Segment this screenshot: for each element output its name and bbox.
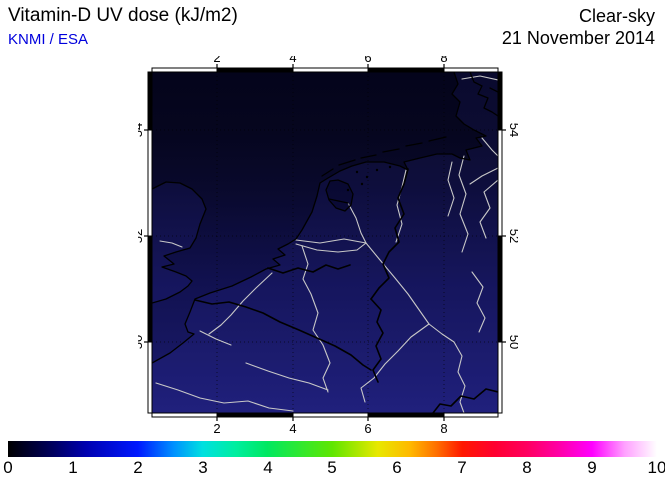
islet-specks bbox=[346, 165, 392, 192]
colorbar-tick-label: 5 bbox=[327, 458, 337, 477]
map-area: 2 4 6 8 2 4 6 8 54 52 50 54 52 50 bbox=[138, 56, 518, 436]
right-tick-label: 50 bbox=[507, 335, 518, 349]
uv-dose-map: 2 4 6 8 2 4 6 8 54 52 50 54 52 50 bbox=[138, 56, 518, 436]
map-frame bbox=[147, 67, 503, 418]
bottom-tick-label: 4 bbox=[289, 421, 296, 436]
right-tick-label: 54 bbox=[507, 123, 518, 137]
colorbar-tick-label: 2 bbox=[133, 458, 143, 477]
colorbar-tick-label: 0 bbox=[3, 458, 13, 477]
tick-marks bbox=[144, 64, 506, 421]
coastline-lines bbox=[152, 72, 498, 364]
bottom-tick-label: 8 bbox=[440, 421, 447, 436]
coast-denmark bbox=[469, 72, 498, 117]
top-tick-label: 2 bbox=[213, 56, 220, 65]
river-lines bbox=[155, 75, 498, 413]
colorbar-tick-label: 9 bbox=[587, 458, 597, 477]
graticule-lines bbox=[152, 72, 498, 413]
coast-england bbox=[152, 181, 207, 304]
top-tick-label: 8 bbox=[440, 56, 447, 65]
colorbar-tick-label: 6 bbox=[392, 458, 402, 477]
page-title: Vitamin-D UV dose (kJ/m2) bbox=[8, 5, 238, 26]
colorbar-gradient bbox=[8, 441, 657, 457]
colorbar-tick-label: 7 bbox=[457, 458, 467, 477]
colorbar-tick-label: 4 bbox=[263, 458, 273, 477]
axis-labels: 2 4 6 8 2 4 6 8 54 52 50 54 52 50 bbox=[138, 56, 518, 436]
top-tick-label: 4 bbox=[289, 56, 296, 65]
top-tick-label: 6 bbox=[364, 56, 371, 65]
left-tick-label: 54 bbox=[138, 123, 145, 137]
land-england bbox=[152, 182, 206, 303]
border-lines bbox=[194, 168, 498, 413]
coast-continent bbox=[152, 72, 487, 364]
bottom-tick-label: 2 bbox=[213, 421, 220, 436]
colorbar-tick-label: 3 bbox=[198, 458, 208, 477]
right-header: Clear-sky 21 November 2014 bbox=[502, 5, 655, 49]
date-label: 21 November 2014 bbox=[501, 28, 655, 48]
colorbar-tick-label: 10 bbox=[647, 458, 665, 477]
left-tick-label: 50 bbox=[138, 335, 145, 349]
condition-label: Clear-sky bbox=[578, 6, 655, 26]
colorbar-tick-label: 1 bbox=[68, 458, 78, 477]
colorbar-tick-label: 8 bbox=[522, 458, 532, 477]
bottom-tick-label: 6 bbox=[364, 421, 371, 436]
right-tick-label: 52 bbox=[507, 229, 518, 243]
source-label: KNMI / ESA bbox=[8, 31, 89, 48]
left-tick-label: 52 bbox=[138, 229, 145, 243]
